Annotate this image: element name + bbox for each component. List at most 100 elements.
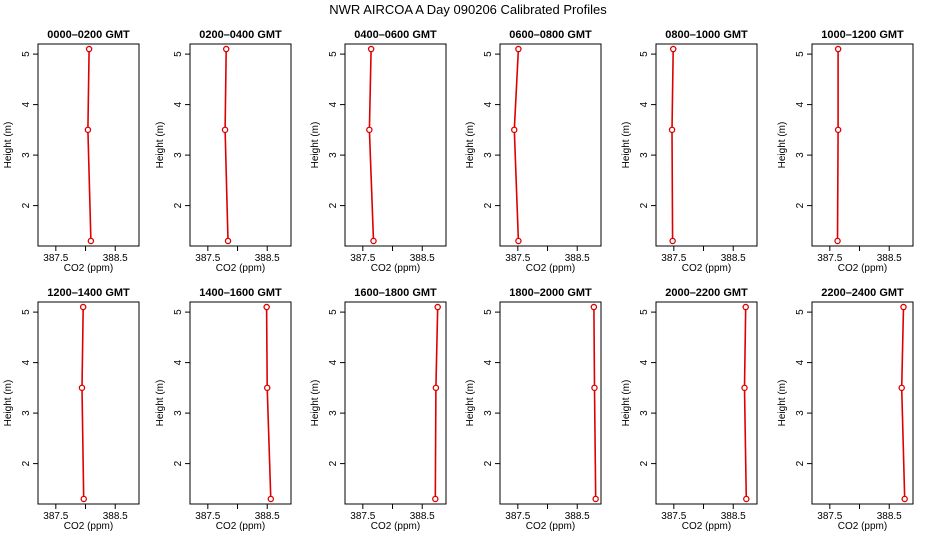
y-tick-label: 2 [639, 202, 650, 208]
plot-frame [189, 43, 292, 247]
y-axis-label: Height (m) [465, 380, 476, 427]
data-point [834, 126, 842, 134]
y-axis-label: Height (m) [621, 122, 632, 169]
x-tick-label: 387.5 [43, 511, 68, 522]
y-tick-label: 5 [21, 51, 32, 57]
x-tick-label: 387.5 [195, 511, 220, 522]
panel-title: 1800–2000 GMT [509, 287, 592, 299]
x-tick-label: 388.5 [103, 511, 128, 522]
x-tick-label: 387.5 [350, 511, 375, 522]
data-point [592, 495, 599, 503]
y-tick-label: 3 [483, 152, 494, 158]
y-axis-label: Height (m) [777, 380, 788, 427]
profile-line [265, 307, 272, 499]
x-tick-label: 388.5 [410, 253, 435, 264]
x-tick-label: 388.5 [877, 511, 902, 522]
panel-title: 0600–0800 GMT [509, 29, 592, 41]
x-axis-label: CO2 (ppm) [526, 521, 575, 532]
x-tick-label: 388.5 [565, 253, 590, 264]
data-point [84, 126, 92, 134]
y-tick-label: 4 [639, 359, 650, 365]
data-point [741, 384, 748, 392]
data-point [222, 45, 230, 53]
profile-line [593, 307, 597, 499]
y-tick-label: 4 [21, 101, 32, 107]
plot-frame [37, 301, 140, 505]
data-point [370, 237, 377, 245]
y-tick-label: 2 [795, 460, 806, 466]
y-axis-label: Height (m) [155, 380, 166, 427]
panel-title: 1400–1600 GMT [199, 287, 282, 299]
y-tick-label: 5 [328, 309, 339, 315]
x-axis-label: CO2 (ppm) [64, 521, 113, 532]
plot-frame [811, 301, 914, 505]
x-tick-label: 387.5 [505, 511, 530, 522]
y-tick-label: 4 [483, 101, 494, 107]
x-axis-label: CO2 (ppm) [682, 263, 731, 274]
y-tick-label: 3 [173, 410, 184, 416]
panel-title: 1600–1800 GMT [354, 287, 437, 299]
x-axis-label: CO2 (ppm) [216, 263, 265, 274]
data-point [263, 303, 270, 311]
x-tick-label: 387.5 [195, 253, 220, 264]
y-axis-label: Height (m) [3, 122, 14, 169]
y-tick-label: 3 [639, 152, 650, 158]
x-tick-label: 387.5 [505, 253, 530, 264]
y-tick-label: 3 [328, 410, 339, 416]
y-tick-label: 5 [328, 51, 339, 57]
plot-frame [811, 43, 914, 247]
x-axis-label: CO2 (ppm) [64, 263, 113, 274]
profile-line [368, 49, 375, 241]
profile-line [743, 307, 748, 499]
x-tick-label: 388.5 [103, 253, 128, 264]
panel-title: 0000–0200 GMT [47, 29, 130, 41]
data-point [834, 45, 842, 53]
x-tick-label: 388.5 [877, 253, 902, 264]
y-tick-label: 5 [483, 51, 494, 57]
data-point [742, 303, 749, 311]
x-tick-label: 387.5 [661, 253, 686, 264]
data-point [85, 45, 93, 53]
data-point [87, 237, 95, 245]
data-point [79, 303, 87, 311]
y-tick-label: 4 [639, 101, 650, 107]
x-tick-label: 388.5 [721, 253, 746, 264]
data-point [511, 126, 518, 134]
y-tick-label: 5 [21, 309, 32, 315]
x-tick-label: 387.5 [661, 511, 686, 522]
x-axis-label: CO2 (ppm) [526, 263, 575, 274]
y-axis-label: Height (m) [310, 380, 321, 427]
y-tick-label: 3 [173, 152, 184, 158]
y-tick-label: 2 [795, 202, 806, 208]
panel-title: 2000–2200 GMT [665, 287, 748, 299]
profile-line [513, 49, 520, 241]
plot-frame [499, 43, 602, 247]
x-axis-label: CO2 (ppm) [682, 521, 731, 532]
y-tick-label: 2 [328, 460, 339, 466]
y-tick-label: 3 [795, 152, 806, 158]
data-point [590, 303, 598, 311]
data-point [80, 495, 87, 503]
panel-title: 1200–1400 GMT [47, 287, 130, 299]
y-tick-label: 3 [21, 410, 32, 416]
plot-frame [189, 301, 292, 505]
panel-title: 1000–1200 GMT [821, 29, 904, 41]
y-tick-label: 3 [483, 410, 494, 416]
x-axis-label: CO2 (ppm) [838, 521, 887, 532]
data-point [224, 237, 232, 245]
y-tick-label: 3 [328, 152, 339, 158]
x-tick-label: 388.5 [410, 511, 435, 522]
data-point [432, 384, 440, 392]
data-point [743, 495, 750, 503]
x-axis-label: CO2 (ppm) [371, 263, 420, 274]
y-tick-label: 2 [328, 202, 339, 208]
x-tick-label: 387.5 [43, 253, 68, 264]
figure-title: NWR AIRCOA A Day 090206 Calibrated Profi… [329, 2, 607, 17]
profile-line [671, 49, 674, 241]
y-axis-label: Height (m) [465, 122, 476, 169]
